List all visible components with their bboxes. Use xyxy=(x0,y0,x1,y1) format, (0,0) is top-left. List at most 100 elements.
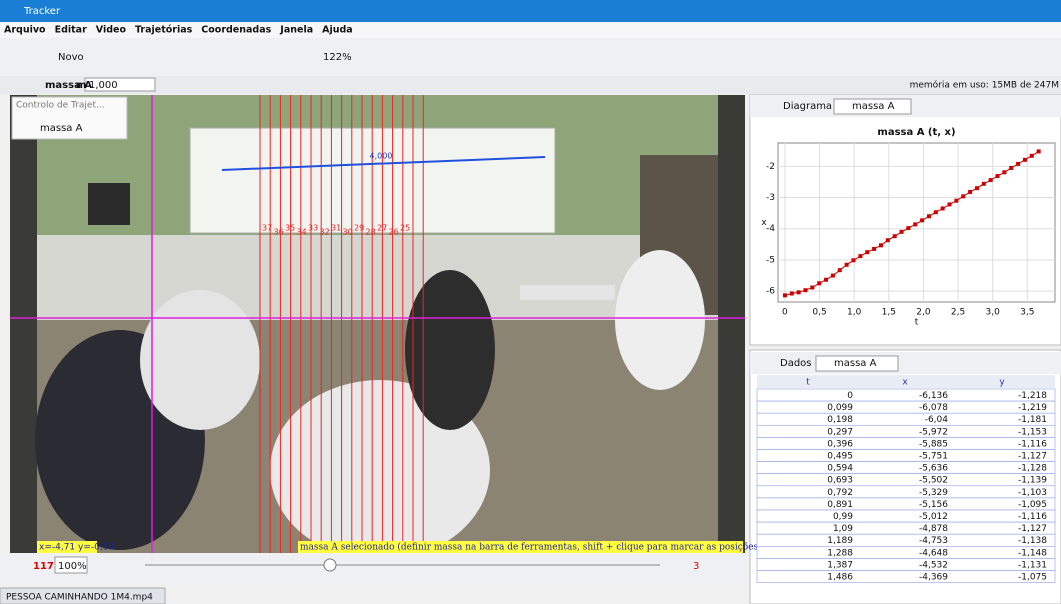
table-row xyxy=(757,486,1055,498)
track-control-item[interactable]: massa A xyxy=(40,123,83,134)
frame-label: 33 xyxy=(308,224,318,233)
table-cell: 0,297 xyxy=(827,427,853,437)
calibration-label: 4,000 xyxy=(370,152,393,161)
x-tick-label: 2,0 xyxy=(916,308,931,318)
frame-label: 26 xyxy=(389,228,399,237)
table-cell: -6,04 xyxy=(925,415,949,425)
data-point xyxy=(886,238,890,242)
x-tick-label: 1,0 xyxy=(847,308,862,318)
column-title: y xyxy=(999,378,1005,388)
menu-item[interactable]: Ajuda xyxy=(322,25,353,36)
data-point xyxy=(906,226,910,230)
y-axis-label: x xyxy=(761,218,767,228)
new-button[interactable]: Novo xyxy=(58,52,84,63)
data-point xyxy=(817,281,821,285)
step-size[interactable]: 3 xyxy=(693,561,699,572)
data-point xyxy=(838,268,842,272)
data-point xyxy=(803,288,807,292)
table-row xyxy=(757,413,1055,425)
table-cell: -6,078 xyxy=(919,403,948,413)
track-control-title: Controlo de Trajet... xyxy=(16,101,105,111)
data-point xyxy=(1023,158,1027,162)
table-cell: 0,792 xyxy=(827,488,853,498)
table-cell: -4,753 xyxy=(919,536,948,546)
table-cell: -1,127 xyxy=(1018,524,1047,534)
table-row xyxy=(757,474,1055,486)
table-cell: 0,396 xyxy=(827,439,853,449)
table-cell: -5,751 xyxy=(919,452,948,462)
data-point xyxy=(845,263,849,267)
data-point xyxy=(1002,170,1006,174)
x-tick-label: 3,0 xyxy=(986,308,1001,318)
window-title: Tracker xyxy=(23,6,61,17)
table-cell: -1,219 xyxy=(1018,403,1047,413)
table-cell: 0,495 xyxy=(827,452,853,462)
table-cell: -5,502 xyxy=(919,476,948,486)
frame-label: 34 xyxy=(297,228,307,237)
frame-label: 31 xyxy=(331,224,341,233)
table-cell: -5,636 xyxy=(919,464,948,474)
menu-item[interactable]: Coordenadas xyxy=(201,25,271,36)
toolbar xyxy=(0,38,1061,76)
data-point xyxy=(920,218,924,222)
table-cell: 1,486 xyxy=(827,573,853,583)
chart-title: massa A (t, x) xyxy=(877,127,955,138)
table-row xyxy=(757,389,1055,401)
plot-track[interactable]: massa A xyxy=(852,101,895,112)
table-cell: -4,648 xyxy=(919,548,948,558)
table-cell: -1,148 xyxy=(1018,548,1047,558)
table-row xyxy=(757,462,1055,474)
data-point xyxy=(824,278,828,282)
table-row xyxy=(757,571,1055,583)
x-tick-label: 3,5 xyxy=(1020,308,1034,318)
table-cell: -1,127 xyxy=(1018,452,1047,462)
data-point xyxy=(810,286,814,290)
column-title: t xyxy=(806,378,810,388)
menu-item[interactable]: Video xyxy=(96,25,127,36)
table-track[interactable]: massa A xyxy=(834,358,877,369)
table-cell: -5,972 xyxy=(919,427,948,437)
data-point xyxy=(790,292,794,296)
table-cell: 0,198 xyxy=(827,415,853,425)
menu-item[interactable]: Trajetórias xyxy=(135,25,193,36)
table-cell: -1,116 xyxy=(1018,512,1047,522)
frame-label: 37 xyxy=(262,224,272,233)
table-cell: 0,99 xyxy=(833,512,853,522)
table-row xyxy=(757,546,1055,558)
table-cell: -1,181 xyxy=(1018,415,1047,425)
x-tick-label: 0 xyxy=(782,308,788,318)
table-row xyxy=(757,534,1055,546)
table-tab[interactable]: Dados xyxy=(780,358,812,369)
table-cell: -1,103 xyxy=(1018,488,1047,498)
data-point xyxy=(941,206,945,210)
slider-thumb[interactable] xyxy=(324,559,336,571)
y-tick-label: -3 xyxy=(766,193,775,203)
table-cell: -6,136 xyxy=(919,391,948,401)
plot-tab[interactable]: Diagrama xyxy=(783,101,832,112)
file-name[interactable]: PESSOA CAMINHANDO 1M4.mp4 xyxy=(6,593,153,603)
table-cell: -1,095 xyxy=(1018,500,1047,510)
table-cell: -4,369 xyxy=(919,573,948,583)
menu-item[interactable]: Editar xyxy=(55,25,87,36)
coords: x=-4,71 y=-0,59 xyxy=(39,543,114,553)
student xyxy=(615,250,705,390)
player-zoom[interactable]: 100% xyxy=(58,561,87,572)
data-point xyxy=(879,243,883,247)
table-row xyxy=(757,558,1055,570)
data-point xyxy=(948,202,952,206)
zoom-button[interactable]: 122% xyxy=(323,52,352,63)
mass-value[interactable]: 1,000 xyxy=(89,80,118,91)
frame-number: 117 xyxy=(33,561,54,572)
menu-item[interactable]: Arquivo xyxy=(4,25,46,36)
data-point xyxy=(851,258,855,262)
menu-item[interactable]: Janela xyxy=(279,25,313,36)
data-point xyxy=(872,247,876,251)
table-cell: -5,156 xyxy=(919,500,948,510)
table-cell: 1,09 xyxy=(833,524,853,534)
y-tick-label: -4 xyxy=(766,224,775,234)
table-cell: 0,594 xyxy=(827,464,853,474)
data-point xyxy=(968,190,972,194)
title-bar xyxy=(0,0,1061,22)
table-cell: -4,532 xyxy=(919,560,948,570)
data-point xyxy=(1037,149,1041,153)
